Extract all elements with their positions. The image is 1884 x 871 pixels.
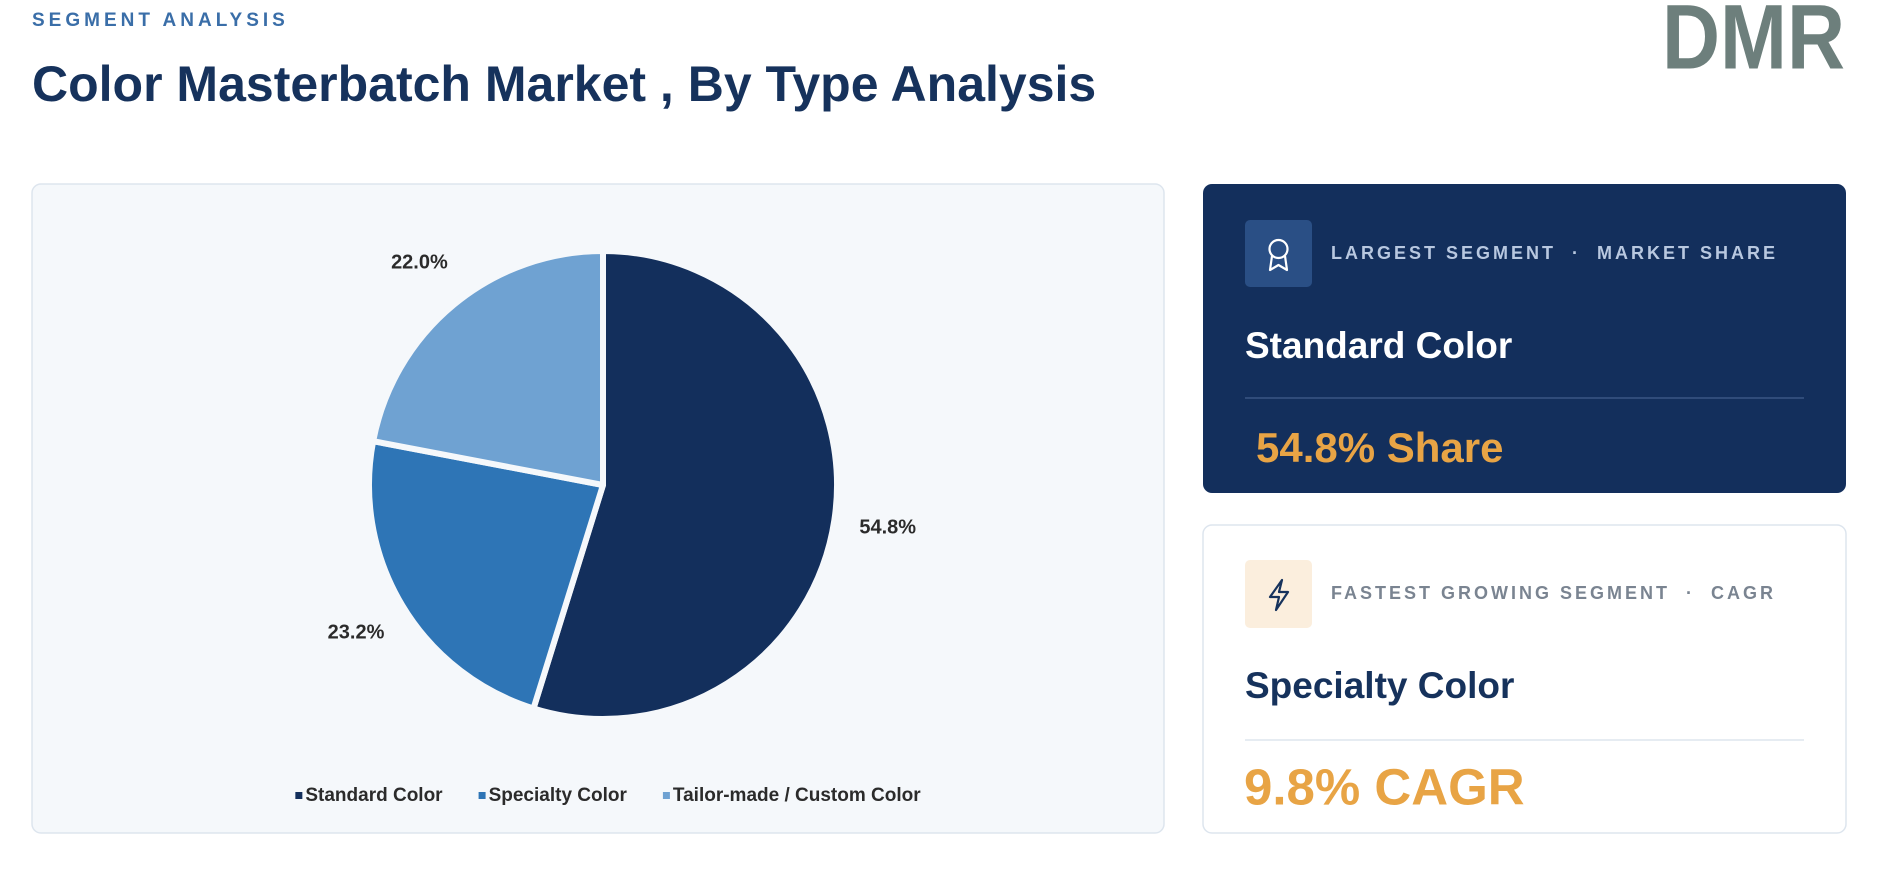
icon-box: [1245, 560, 1312, 628]
card-label: LARGEST SEGMENT · MARKET SHARE: [1331, 243, 1778, 263]
slice-label: 23.2%: [328, 621, 385, 643]
legend-swatch: [662, 792, 670, 799]
card-value: 54.8% Share: [1256, 424, 1504, 471]
slice-label: 22.0%: [391, 251, 448, 273]
pie-slice: [370, 248, 606, 488]
logo: DMR: [1662, 0, 1845, 88]
pie-chart: 54.8% 23.2% 22.0% Standard Color Specialty C…: [295, 248, 921, 806]
pie-slice: [366, 438, 606, 712]
largest-card: [1203, 184, 1846, 493]
icon-box: [1245, 220, 1312, 287]
growth-card: [1202, 524, 1847, 834]
eyebrow: SEGMENT ANALYSIS: [32, 10, 289, 31]
legend-label: Specialty Color: [489, 785, 628, 806]
legend-label: Tailor-made / Custom Color: [673, 785, 921, 806]
card-value: 9.8% CAGR: [1244, 758, 1525, 815]
card-label: FASTEST GROWING SEGMENT · CAGR: [1331, 583, 1776, 603]
slice-label: 54.8%: [859, 517, 916, 539]
card-name: Specialty Color: [1245, 665, 1514, 706]
pie-slice: [530, 248, 840, 722]
legend-swatch: [295, 792, 303, 799]
legend-label: Standard Color: [305, 785, 443, 806]
page-title: Color Masterbatch Market , By Type Analy…: [32, 56, 1096, 112]
bolt-icon: [1268, 578, 1290, 612]
award-icon: [1268, 238, 1289, 272]
legend-swatch: [478, 792, 486, 799]
card-name: Standard Color: [1245, 325, 1512, 366]
